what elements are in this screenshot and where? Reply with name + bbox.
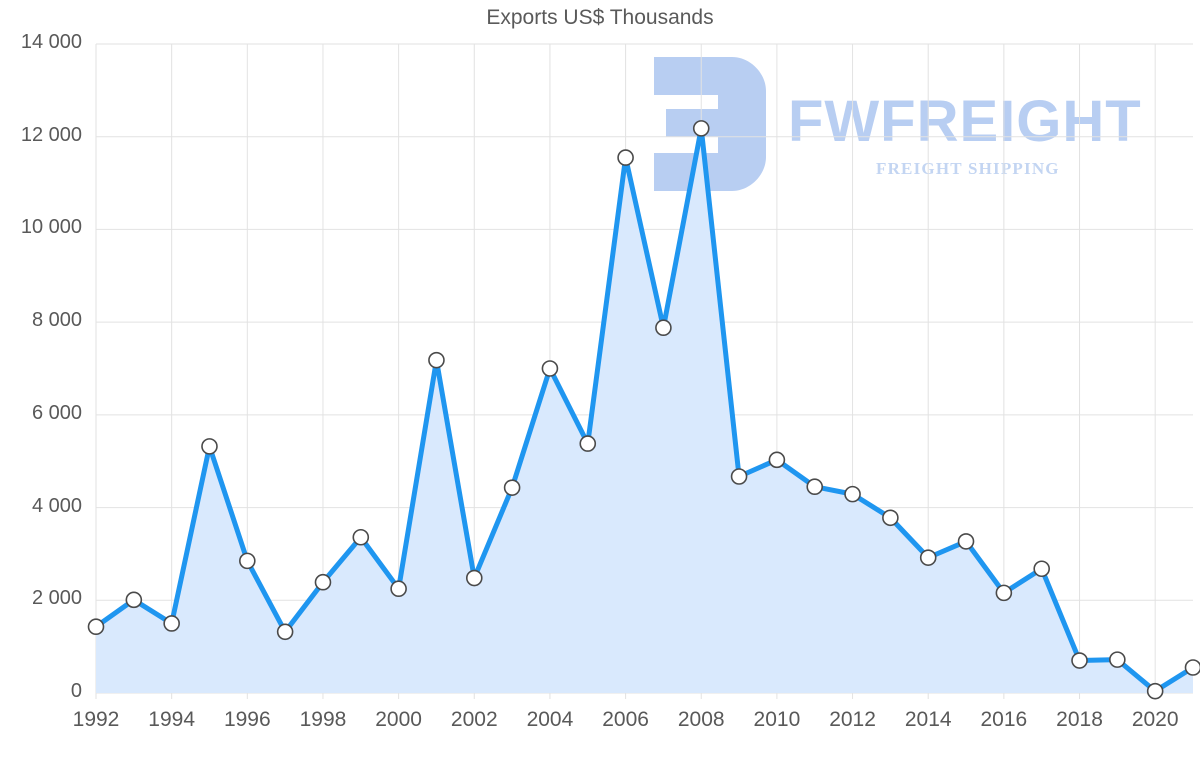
x-axis-tick-label: 2004 — [526, 708, 574, 731]
data-point-marker[interactable] — [428, 351, 445, 369]
data-point-marker[interactable] — [503, 479, 521, 496]
x-axis-tick-label: 2010 — [753, 708, 801, 731]
x-axis-tick-label: 1992 — [72, 708, 120, 731]
y-axis-tick-label: 8 000 — [31, 309, 82, 332]
x-axis-tick-label: 1994 — [148, 708, 195, 731]
x-axis-tick-label: 2018 — [1056, 708, 1103, 731]
data-point-marker[interactable] — [201, 438, 218, 455]
data-point-marker[interactable] — [352, 528, 370, 546]
data-point-marker[interactable] — [882, 509, 899, 527]
data-point-marker[interactable] — [314, 573, 332, 591]
data-point-marker[interactable] — [957, 533, 975, 550]
data-point-marker[interactable] — [617, 149, 634, 166]
data-point-marker[interactable] — [163, 615, 180, 632]
x-axis-tick-label: 1998 — [299, 708, 347, 731]
chart-title: Exports US$ Thousands — [486, 6, 714, 29]
data-point-marker[interactable] — [276, 623, 294, 641]
data-point-marker[interactable] — [390, 580, 407, 598]
x-axis-tick-label: 2014 — [904, 708, 952, 731]
data-point-marker[interactable] — [844, 485, 861, 503]
data-point-marker[interactable] — [541, 360, 559, 377]
data-point-marker[interactable] — [995, 584, 1013, 602]
data-point-marker[interactable] — [239, 552, 256, 570]
data-point-marker[interactable] — [1184, 659, 1200, 676]
data-point-marker[interactable] — [579, 435, 597, 452]
y-axis-tick-label: 0 — [70, 680, 82, 702]
x-axis-tick-label: 2008 — [677, 708, 725, 731]
data-point-marker[interactable] — [1146, 682, 1164, 700]
data-point-marker[interactable] — [806, 478, 824, 496]
data-point-marker[interactable] — [1071, 652, 1088, 669]
x-axis-tick-label: 2002 — [450, 708, 498, 731]
x-axis-tick-label: 2012 — [829, 708, 876, 731]
x-axis-tick-label: 1996 — [223, 708, 271, 731]
data-point-marker[interactable] — [1033, 560, 1050, 578]
data-point-markers — [87, 120, 1200, 700]
y-axis-tick-label: 12 000 — [20, 123, 82, 146]
data-point-marker[interactable] — [730, 468, 748, 485]
x-axis-tick-label: 2000 — [375, 708, 422, 731]
data-point-marker[interactable] — [87, 618, 105, 636]
data-point-marker[interactable] — [1109, 651, 1126, 668]
x-axis-tick-label: 2020 — [1131, 708, 1179, 731]
data-point-marker[interactable] — [919, 549, 937, 566]
y-axis-tick-label: 14 000 — [20, 31, 82, 53]
data-point-marker[interactable] — [125, 591, 143, 609]
data-point-marker[interactable] — [768, 451, 786, 469]
data-point-marker[interactable] — [692, 120, 710, 137]
x-axis-tick-label: 2006 — [602, 708, 649, 731]
x-axis-tick-label: 2016 — [980, 708, 1028, 731]
area-fill — [96, 128, 1193, 693]
y-axis-tick-label: 4 000 — [31, 494, 82, 517]
y-axis-tick-label: 2 000 — [31, 587, 82, 610]
data-point-marker[interactable] — [465, 569, 483, 587]
y-axis-tick-label: 6 000 — [31, 401, 82, 424]
data-point-marker[interactable] — [655, 319, 672, 337]
y-axis-tick-label: 10 000 — [20, 216, 82, 239]
